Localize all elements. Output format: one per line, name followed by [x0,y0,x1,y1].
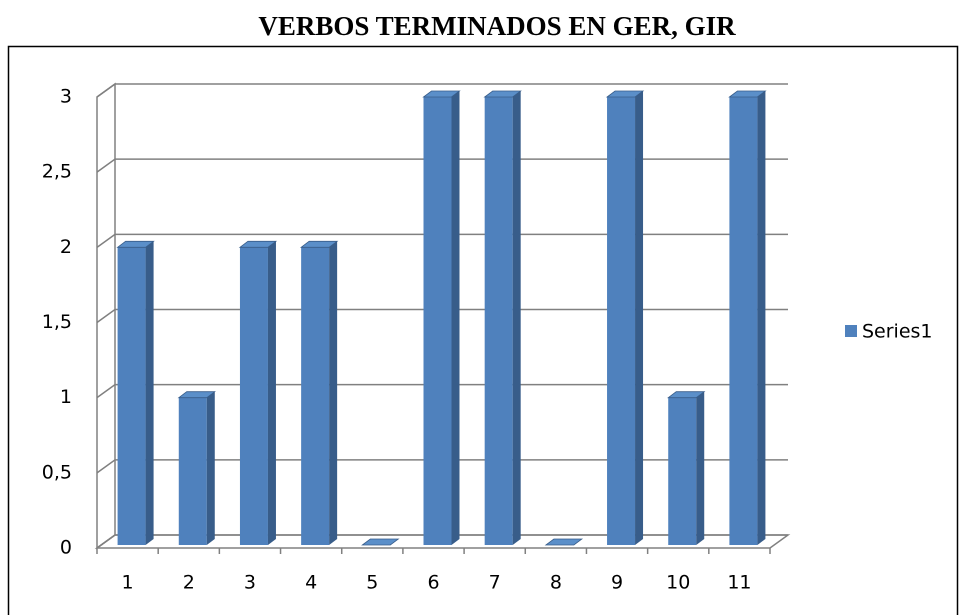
legend-label: Series1 [862,321,933,343]
y-tick-label: 3 [60,86,72,108]
x-tick-label: 7 [489,572,501,594]
bar [239,247,268,546]
bar-side [329,241,338,546]
y-tick-label: 0,5 [42,461,72,483]
bar-top [238,240,278,248]
bar [178,397,207,545]
chart-title: VERBOS TERMINADOS EN GER, GIR [258,11,736,41]
x-tick-label: 2 [183,572,195,594]
bar-top [299,240,339,248]
legend-swatch [845,325,857,337]
bar-side [267,241,276,546]
bar [729,97,758,545]
bar-top [667,391,706,399]
y-tick-label: 1 [60,386,72,408]
bar-top [728,90,767,98]
y-tick-label: 2,5 [42,161,72,183]
bar-side [696,391,705,545]
x-tick-label: 6 [427,572,439,594]
bar [117,247,146,546]
bar-side [757,91,766,545]
bar [301,247,330,546]
bar-top [177,391,216,399]
bar-top [361,538,400,546]
y-tick-label: 1,5 [42,311,72,333]
chart-frame [7,45,959,615]
grid-line [96,158,788,173]
bar-top [605,90,645,98]
x-tick-label: 3 [244,572,256,594]
x-tick-label: 1 [122,572,134,594]
bar [484,97,513,545]
bar [423,97,452,545]
bar-top [116,240,155,248]
bar-top [422,90,461,98]
bar-side [635,91,644,545]
bar-side [206,391,215,545]
grid-line [96,459,788,474]
bar-side [512,91,521,545]
bar-side [145,241,154,546]
grid-line [96,308,788,324]
x-tick-label: 10 [666,572,690,594]
x-tick-label: 8 [550,572,562,594]
bar [668,397,697,545]
x-tick-label: 9 [611,572,623,594]
bar-side [451,91,460,545]
x-tick-label: 4 [305,572,317,594]
y-tick-label: 0 [60,537,72,559]
grid-line [96,383,788,399]
y-tick-label: 2 [60,236,72,258]
grid-line [96,233,788,248]
x-tick-label: 5 [366,572,378,594]
bar [607,97,636,545]
x-tick-label: 11 [727,572,751,594]
bar-top [544,538,584,546]
grid-line [96,83,788,98]
grid-line [96,534,788,549]
bar-top [483,90,522,98]
